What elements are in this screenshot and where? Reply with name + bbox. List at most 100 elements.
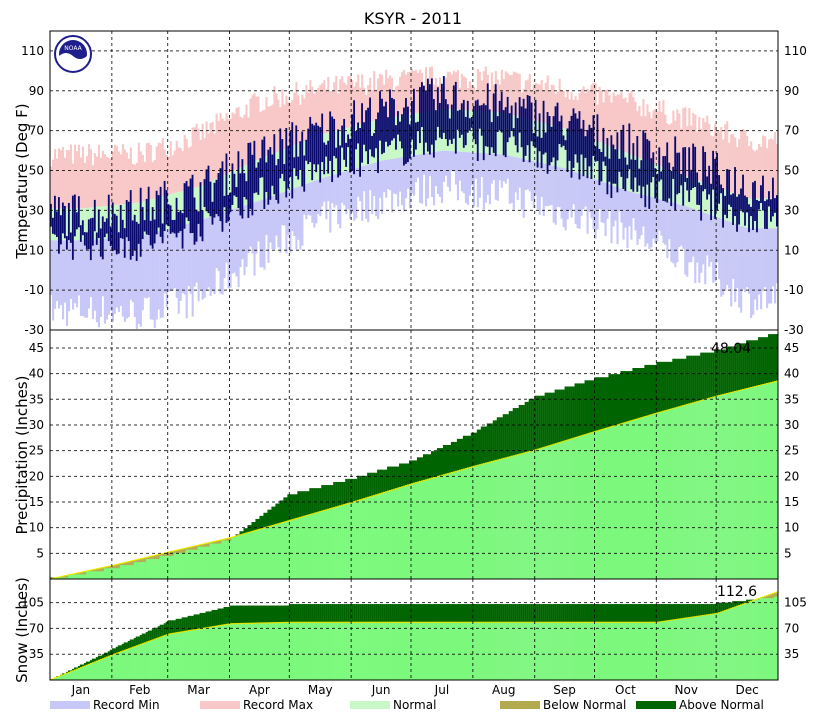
record-min-bar (736, 224, 739, 289)
observed-temp-bar (478, 105, 481, 129)
record-max-bar (53, 149, 57, 209)
record-min-bar (528, 160, 531, 192)
above-normal-bar (349, 604, 352, 623)
normal-line-segment (227, 537, 230, 539)
below-normal-bar (89, 570, 93, 572)
above-normal-bar (319, 488, 322, 512)
normal-range-bar (211, 180, 214, 217)
normal-line-segment (351, 621, 354, 623)
record-max-bar (247, 117, 250, 165)
observed-temp-bar (768, 191, 770, 207)
above-normal-bar (508, 604, 511, 623)
observed-temp-bar (385, 101, 387, 142)
normal-range-bar (760, 198, 763, 229)
record-min-bar (311, 181, 314, 223)
observed-temp-bar (365, 110, 367, 152)
below-normal-bar (155, 555, 158, 559)
normal-cumulative-bar (438, 622, 442, 680)
normal-cumulative-bar (578, 622, 581, 680)
normal-line-segment (261, 527, 264, 530)
above-normal-bar (127, 640, 130, 650)
above-normal-bar (345, 604, 348, 623)
above-normal-bar (239, 531, 242, 536)
normal-cumulative-bar (546, 446, 549, 579)
above-normal-bar (516, 604, 519, 623)
normal-line-segment (185, 630, 188, 632)
normal-range-bar (117, 204, 120, 238)
above-normal-bar (339, 604, 342, 623)
normal-cumulative-bar (468, 622, 471, 680)
record-max-bar (470, 84, 473, 111)
normal-line-segment (71, 573, 75, 575)
normal-line-segment (359, 499, 362, 501)
above-normal-bar (606, 604, 609, 623)
normal-cumulative-bar (101, 567, 105, 579)
above-normal-bar (201, 612, 204, 629)
normal-line-segment (189, 546, 192, 548)
normal-line-segment (540, 447, 543, 449)
normal-cumulative-bar (343, 504, 346, 579)
normal-line-segment (261, 622, 264, 624)
normal-cumulative-bar (59, 675, 63, 680)
normal-line-segment (458, 621, 462, 623)
record-min-bar (273, 195, 276, 250)
observed-temp-bar (584, 136, 587, 158)
normal-line-segment (516, 454, 519, 456)
record-min-bar (309, 182, 312, 216)
above-normal-bar (119, 645, 122, 652)
above-normal-bar (620, 604, 623, 623)
observed-temp-bar (195, 209, 198, 242)
record-max-bar (351, 80, 354, 127)
normal-line-segment (93, 568, 97, 570)
normal-line-segment (241, 533, 244, 535)
record-min-bar (702, 212, 705, 265)
record-max-bar (51, 159, 55, 209)
normal-line-segment (317, 511, 320, 513)
record-max-bar (91, 165, 95, 208)
normal-line-segment (548, 445, 551, 447)
record-max-bar (75, 151, 79, 209)
normal-line-segment (195, 628, 198, 631)
record-max-bar (624, 97, 627, 153)
normal-line-segment (227, 623, 230, 625)
normal-cumulative-bar (393, 489, 396, 579)
normal-cumulative-bar (75, 669, 79, 680)
observed-temp-bar (285, 127, 288, 198)
normal-cumulative-bar (658, 412, 661, 579)
above-normal-bar (540, 395, 543, 449)
normal-line-segment (422, 621, 426, 623)
record-min-bar (249, 203, 252, 247)
normal-line-segment (510, 621, 513, 623)
above-normal-bar (255, 518, 258, 531)
record-max-bar (191, 127, 194, 189)
above-normal-bar (622, 371, 625, 424)
normal-cumulative-bar (233, 623, 236, 680)
normal-line-segment (630, 621, 633, 623)
normal-line-segment (728, 608, 731, 610)
record-max-bar (658, 100, 661, 166)
above-normal-bar (105, 652, 108, 658)
above-normal-bar (444, 604, 448, 623)
normal-cumulative-bar (333, 507, 336, 579)
above-normal-bar (546, 392, 549, 447)
record-min-bar (69, 240, 73, 300)
normal-line-segment (167, 551, 170, 553)
normal-cumulative-bar (181, 549, 184, 579)
normal-cumulative-bar (57, 577, 61, 579)
normal-line-segment (239, 622, 242, 625)
normal-line-segment (646, 415, 649, 417)
below-normal-bar (772, 593, 775, 599)
above-normal-bar (646, 604, 649, 623)
normal-cumulative-bar (564, 440, 567, 579)
observed-temp-bar (622, 124, 625, 190)
above-normal-bar (630, 604, 633, 623)
normal-line-segment (596, 621, 599, 623)
above-normal-bar (295, 494, 298, 519)
normal-cumulative-bar (125, 649, 128, 680)
above-normal-bar (442, 445, 446, 476)
record-min-bar (576, 172, 579, 229)
normal-line-segment (572, 437, 575, 439)
normal-cumulative-bar (450, 472, 454, 579)
record-min-bar (281, 192, 284, 226)
normal-line-segment (618, 423, 621, 425)
